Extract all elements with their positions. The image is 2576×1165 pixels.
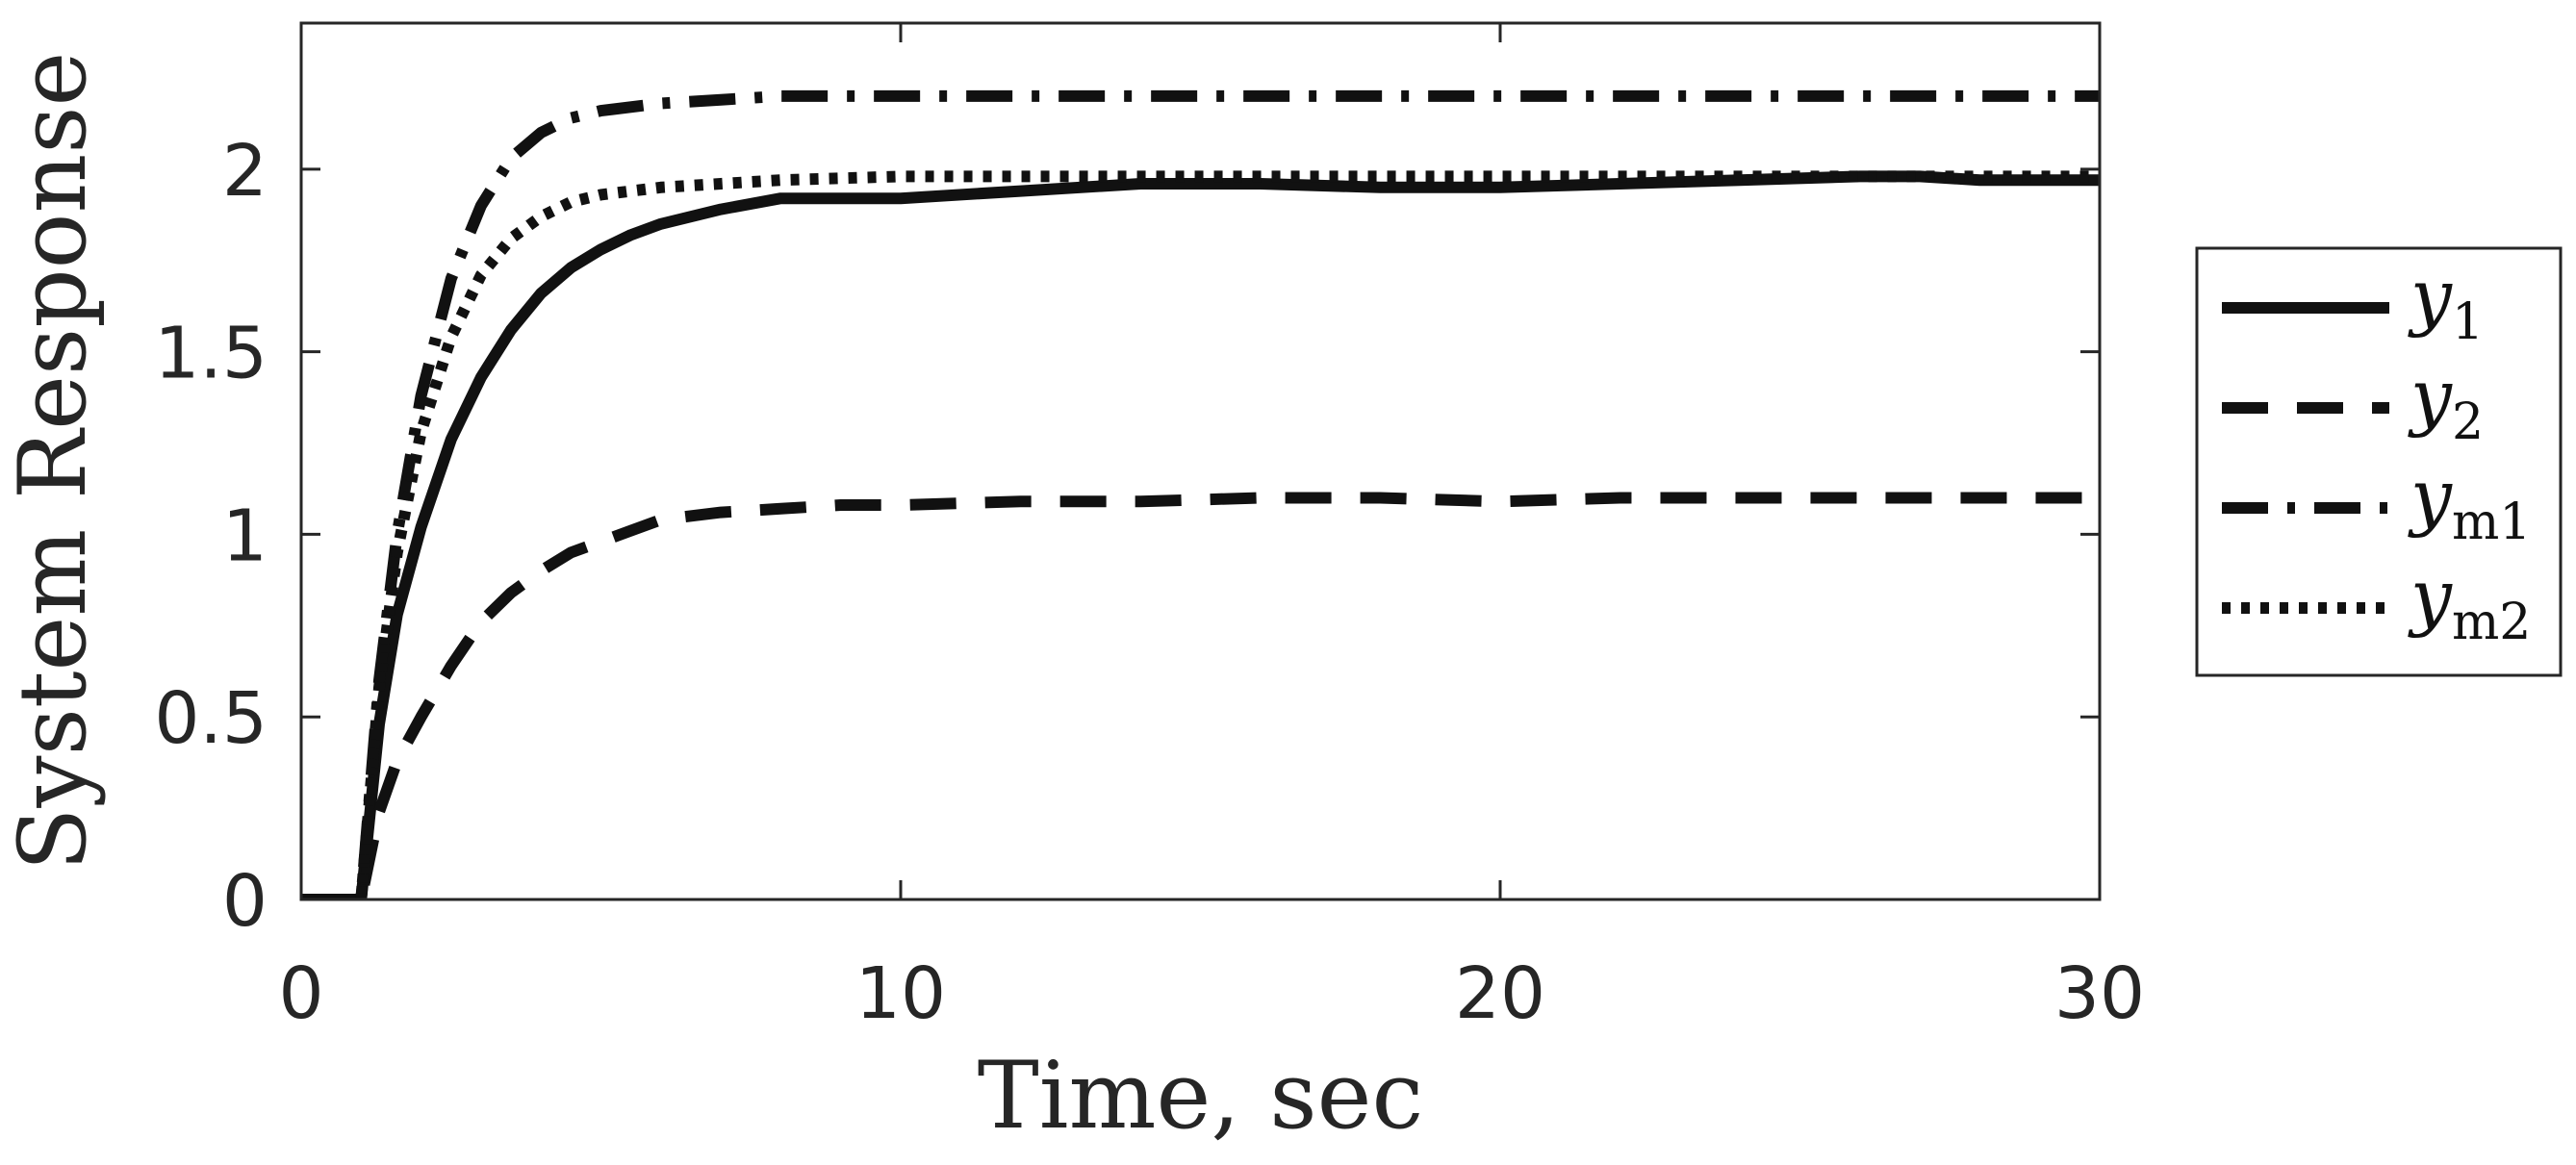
series-line-ym2 (301, 170, 2100, 899)
series-line-y1 (301, 170, 2100, 899)
legend-label-subscript: m1 (2452, 494, 2531, 551)
y-tick-label: 2 (222, 130, 268, 213)
y-axis: 0 0.5 1 1.5 2 (154, 130, 2100, 943)
legend-label-base: y (2408, 253, 2453, 339)
y-axis-title: System Response (0, 52, 107, 872)
legend-label-base: y (2408, 553, 2453, 639)
plot-series (301, 89, 2100, 899)
legend-label-subscript: m2 (2452, 594, 2531, 651)
legend-label-base: y (2408, 353, 2453, 439)
series-line-y2 (301, 492, 2100, 899)
x-axis: 0 10 20 30 (278, 23, 2145, 1035)
y-tick-label: 0 (222, 860, 268, 943)
plot-frame (299, 21, 2102, 901)
legend-label-base: y (2408, 453, 2453, 539)
legend-label-y1: y1 (2408, 253, 2484, 351)
series-line-ym1 (301, 89, 2100, 899)
legend-label-subscript: 2 (2452, 393, 2484, 451)
x-axis-title: Time, sec (978, 1042, 1423, 1150)
legend-label-y2: y2 (2408, 353, 2484, 451)
x-tick-label: 20 (1455, 952, 1545, 1035)
y-tick-label: 1 (222, 494, 268, 577)
y-tick-label: 0.5 (154, 677, 268, 760)
x-tick-label: 10 (855, 952, 946, 1035)
legend-label-ym1: ym1 (2408, 453, 2531, 551)
x-tick-label: 30 (2054, 952, 2145, 1035)
x-tick-label: 0 (278, 952, 323, 1035)
legend-label-ym2: ym2 (2408, 553, 2531, 651)
y-tick-label: 1.5 (154, 313, 268, 395)
legend-label-subscript: 1 (2452, 293, 2484, 351)
